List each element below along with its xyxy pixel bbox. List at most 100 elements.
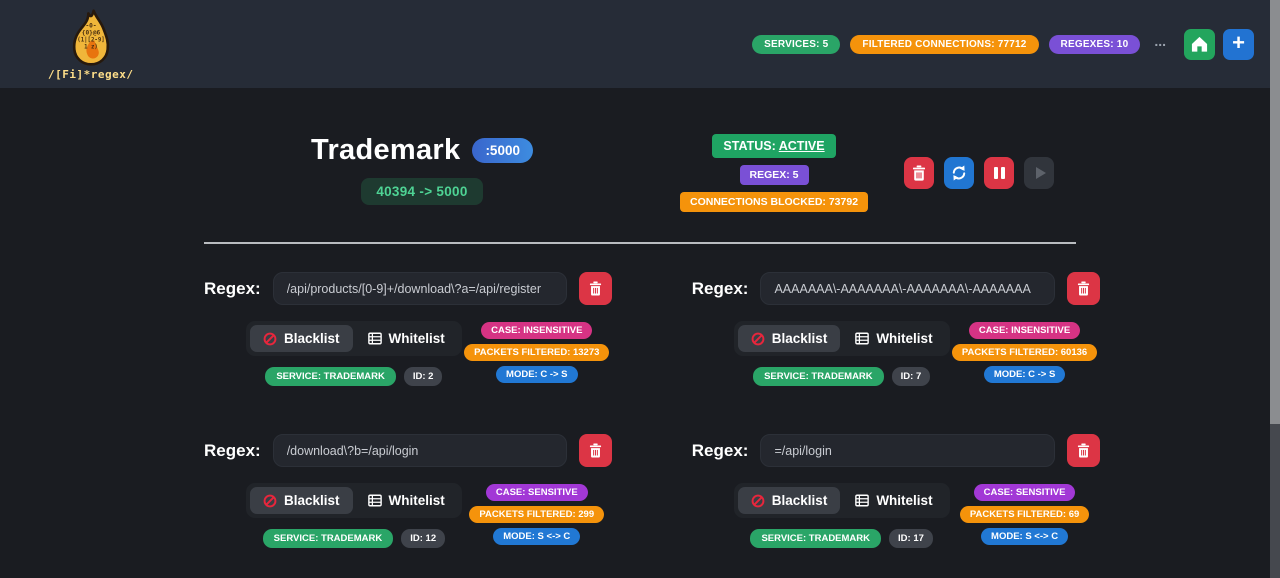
delete-service-button[interactable] (904, 157, 935, 189)
overflow-menu[interactable]: ... (1154, 33, 1166, 49)
regex-id-badge: ID: 2 (403, 367, 443, 386)
delete-regex-button[interactable] (578, 272, 612, 305)
regex-id-badge: ID: 17 (889, 529, 933, 548)
list-mode-toggle: Blacklist Whitelist (246, 321, 462, 356)
case-badge: CASE: INSENSITIVE (481, 322, 593, 339)
packets-filtered-badge: PACKETS FILTERED: 69 (959, 506, 1090, 523)
mode-badge: MODE: C -> S (496, 366, 578, 383)
packets-filtered-badge: PACKETS FILTERED: 13273 (464, 344, 610, 361)
refresh-service-button[interactable] (944, 157, 975, 189)
nav-stats: SERVICES: 5 FILTERED CONNECTIONS: 77712 … (752, 34, 1141, 54)
list-mode-toggle: Blacklist Whitelist (733, 483, 950, 518)
refresh-icon (952, 165, 966, 181)
service-title: Trademark (311, 134, 461, 166)
connections-blocked-badge: CONNECTIONS BLOCKED: 73792 (680, 192, 869, 212)
trash-icon (589, 281, 601, 296)
regex-id-badge: ID: 12 (401, 529, 446, 548)
list-icon (855, 494, 870, 507)
delete-regex-button[interactable] (1066, 434, 1100, 467)
blacklist-toggle[interactable]: Blacklist (737, 487, 841, 514)
play-service-button[interactable] (1024, 157, 1055, 189)
regex-cards-grid: Regex: (204, 272, 1100, 548)
mode-badge: MODE: C -> S (983, 366, 1066, 383)
regex-label: Regex: (204, 440, 261, 460)
packets-filtered-badge: PACKETS FILTERED: 60136 (951, 344, 1098, 361)
regex-id-badge: ID: 7 (891, 367, 931, 386)
whitelist-toggle[interactable]: Whitelist (842, 325, 945, 352)
service-actions (904, 157, 1055, 189)
regex-card: Regex: (204, 434, 612, 548)
regex-input[interactable] (760, 272, 1055, 305)
regex-label: Regex: (691, 440, 749, 460)
list-icon (367, 494, 382, 507)
service-tag-badge: SERVICE: TRADEMARK (265, 367, 396, 386)
scrollbar-thumb[interactable] (1270, 0, 1280, 424)
list-mode-toggle: Blacklist Whitelist (733, 321, 950, 356)
svg-text:1 z): 1 z) (84, 45, 98, 51)
blocked-icon (263, 494, 277, 507)
regex-card: Regex: (204, 272, 612, 386)
logo-text: /[Fi]*regex/ (48, 68, 134, 81)
whitelist-toggle[interactable]: Whitelist (355, 325, 458, 352)
mode-badge: MODE: S <-> C (981, 528, 1069, 545)
delete-regex-button[interactable] (578, 434, 612, 467)
top-navbar: -0- {0}@6 (1|[2-9] 1 z) /[Fi]*regex/ SER… (0, 0, 1280, 88)
play-icon (1035, 167, 1046, 179)
mode-badge: MODE: S <-> C (493, 528, 581, 545)
case-badge: CASE: SENSITIVE (485, 484, 588, 501)
regex-card: Regex: (692, 272, 1100, 386)
svg-text:(1|[2-9]: (1|[2-9] (77, 38, 104, 44)
whitelist-toggle[interactable]: Whitelist (355, 487, 458, 514)
list-icon (855, 332, 870, 345)
blacklist-toggle[interactable]: Blacklist (737, 325, 841, 352)
delete-regex-button[interactable] (1066, 272, 1100, 305)
pause-service-button[interactable] (984, 157, 1015, 189)
trash-icon (913, 165, 926, 181)
packets-filtered-badge: PACKETS FILTERED: 299 (469, 506, 605, 523)
pause-icon (993, 167, 1005, 179)
case-badge: CASE: INSENSITIVE (968, 322, 1081, 339)
service-tag-badge: SERVICE: TRADEMARK (750, 529, 882, 548)
service-tag-badge: SERVICE: TRADEMARK (753, 367, 884, 386)
service-header: Trademark :5000 40394 -> 5000 STATUS: AC… (204, 134, 1076, 212)
main-content: Trademark :5000 40394 -> 5000 STATUS: AC… (204, 88, 1100, 548)
trash-icon (1077, 443, 1089, 458)
regex-label: Regex: (691, 278, 749, 298)
filtered-connections-badge: FILTERED CONNECTIONS: 77712 (850, 34, 1039, 54)
regex-card: Regex: (692, 434, 1100, 548)
regex-input[interactable] (272, 272, 567, 305)
add-service-button[interactable]: + (1223, 28, 1254, 60)
svg-text:-0-: -0- (85, 22, 96, 29)
app-logo[interactable]: -0- {0}@6 (1|[2-9] 1 z) /[Fi]*regex/ (48, 9, 133, 81)
section-divider (204, 242, 1076, 244)
blocked-icon (751, 494, 765, 507)
blacklist-toggle[interactable]: Blacklist (250, 487, 353, 514)
port-redirect-badge: 40394 -> 5000 (361, 178, 483, 205)
regex-label: Regex: (204, 278, 261, 298)
whitelist-toggle[interactable]: Whitelist (842, 487, 945, 514)
services-count-badge: SERVICES: 5 (752, 34, 841, 54)
regex-count-badge: REGEX: 5 (739, 165, 809, 185)
blacklist-toggle[interactable]: Blacklist (250, 325, 353, 352)
service-tag-badge: SERVICE: TRADEMARK (262, 529, 394, 548)
blocked-icon (263, 332, 277, 345)
blocked-icon (751, 332, 765, 345)
trash-icon (589, 443, 601, 458)
list-mode-toggle: Blacklist Whitelist (246, 483, 462, 518)
status-value: ACTIVE (778, 139, 825, 153)
service-port-badge: :5000 (472, 138, 533, 163)
home-icon (1191, 36, 1208, 52)
home-button[interactable] (1184, 28, 1215, 60)
status-badge: STATUS: ACTIVE (712, 134, 836, 158)
list-icon (367, 332, 382, 345)
case-badge: CASE: SENSITIVE (973, 484, 1076, 501)
regexes-count-badge: REGEXES: 10 (1048, 34, 1141, 54)
trash-icon (1077, 281, 1089, 296)
regex-input[interactable] (760, 434, 1055, 467)
scrollbar[interactable] (1270, 0, 1280, 578)
regex-input[interactable] (272, 434, 567, 467)
svg-text:{0}@6: {0}@6 (81, 29, 100, 36)
plus-icon: + (1232, 29, 1245, 55)
flame-logo-icon: -0- {0}@6 (1|[2-9] 1 z) (72, 9, 109, 66)
service-status-stack: STATUS: ACTIVE REGEX: 5 CONNECTIONS BLOC… (680, 134, 869, 212)
